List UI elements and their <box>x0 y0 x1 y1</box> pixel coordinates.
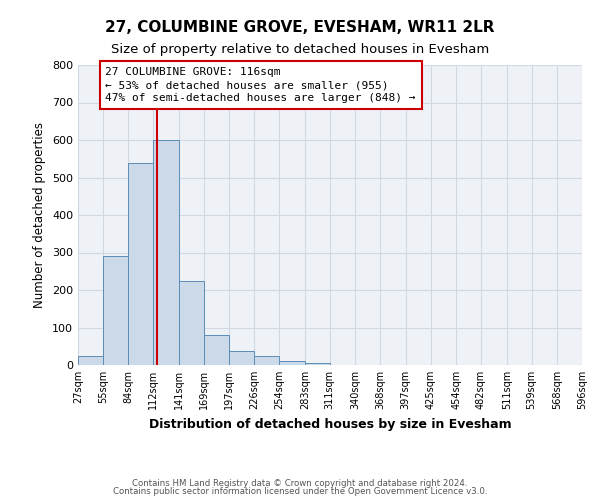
Bar <box>128 162 153 365</box>
Text: 27 COLUMBINE GROVE: 116sqm
← 53% of detached houses are smaller (955)
47% of sem: 27 COLUMBINE GROVE: 116sqm ← 53% of deta… <box>106 67 416 104</box>
Bar <box>254 356 279 365</box>
Bar <box>78 356 103 365</box>
Text: Contains public sector information licensed under the Open Government Licence v3: Contains public sector information licen… <box>113 487 487 496</box>
Text: Contains HM Land Registry data © Crown copyright and database right 2024.: Contains HM Land Registry data © Crown c… <box>132 478 468 488</box>
Bar <box>204 335 229 365</box>
Y-axis label: Number of detached properties: Number of detached properties <box>34 122 46 308</box>
Bar <box>279 361 305 365</box>
Bar <box>179 280 204 365</box>
X-axis label: Distribution of detached houses by size in Evesham: Distribution of detached houses by size … <box>149 418 511 430</box>
Bar <box>229 351 254 365</box>
Bar <box>153 140 179 365</box>
Bar <box>103 256 128 365</box>
Bar <box>305 363 329 365</box>
Text: 27, COLUMBINE GROVE, EVESHAM, WR11 2LR: 27, COLUMBINE GROVE, EVESHAM, WR11 2LR <box>105 20 495 35</box>
Text: Size of property relative to detached houses in Evesham: Size of property relative to detached ho… <box>111 42 489 56</box>
